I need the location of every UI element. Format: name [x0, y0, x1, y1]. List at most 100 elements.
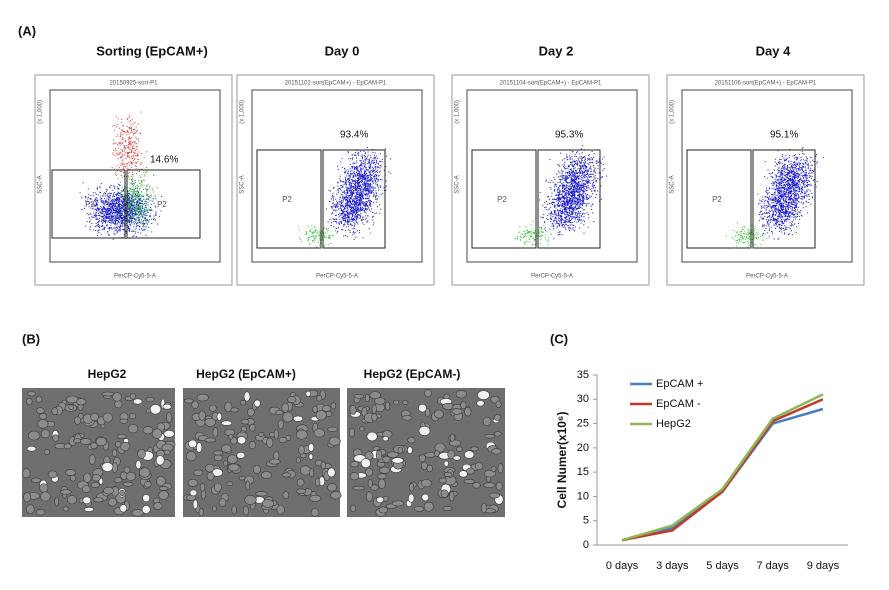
event-dot: [143, 213, 145, 215]
event-dot: [119, 167, 121, 169]
event-dot: [153, 191, 155, 193]
event-dot: [362, 202, 364, 204]
event-dot: [146, 171, 148, 173]
event-dot: [354, 165, 356, 167]
event-dot: [565, 209, 567, 210]
event-dot: [111, 210, 112, 212]
event-dot: [579, 227, 581, 229]
event-dot: [358, 214, 360, 215]
event-dot: [156, 187, 158, 189]
event-dot: [361, 160, 363, 162]
event-dot: [570, 223, 572, 225]
event-dot: [145, 219, 147, 221]
event-dot: [356, 165, 358, 167]
event-dot: [326, 231, 328, 233]
event-dot: [349, 206, 350, 208]
event-dot: [375, 181, 377, 183]
event-dot: [129, 200, 131, 202]
event-dot: [352, 214, 354, 216]
event-dot: [102, 224, 103, 226]
event-dot: [568, 219, 570, 221]
event-dot: [124, 150, 126, 152]
event-dot: [350, 208, 352, 210]
event-dot: [337, 169, 339, 171]
event-dot: [132, 218, 134, 219]
event-dot: [107, 203, 109, 204]
event-dot: [138, 185, 140, 187]
event-dot: [345, 178, 347, 180]
event-dot: [347, 187, 349, 189]
event-dot: [554, 205, 555, 207]
event-dot: [354, 168, 356, 170]
event-dot: [356, 201, 357, 203]
event-dot: [88, 214, 90, 216]
event-dot: [578, 192, 580, 194]
event-dot: [350, 200, 352, 202]
event-dot: [362, 200, 364, 202]
event-dot: [121, 203, 123, 205]
event-dot: [561, 178, 563, 180]
event-dot: [352, 234, 354, 236]
event-dot: [119, 213, 121, 215]
event-dot: [342, 216, 344, 218]
event-dot: [582, 166, 584, 168]
event-dot: [107, 201, 109, 203]
event-dot: [130, 158, 132, 160]
event-dot: [123, 203, 125, 205]
event-dot: [118, 216, 120, 218]
event-dot: [356, 169, 358, 171]
event-dot: [115, 217, 117, 219]
event-dot: [357, 198, 359, 200]
event-dot: [129, 141, 131, 143]
event-dot: [343, 217, 345, 219]
event-dot: [116, 192, 118, 194]
event-dot: [364, 166, 365, 167]
event-dot: [121, 163, 123, 165]
event-dot: [155, 206, 157, 208]
event-dot: [327, 229, 329, 231]
event-dot: [139, 203, 141, 204]
event-dot: [129, 187, 131, 189]
event-dot: [141, 228, 143, 230]
event-dot: [116, 215, 118, 217]
event-dot: [357, 185, 359, 186]
event-dot: [580, 156, 582, 157]
event-dot: [111, 220, 113, 222]
event-dot: [351, 180, 353, 182]
event-dot: [580, 163, 582, 165]
event-dot: [372, 212, 373, 214]
event-dot: [358, 197, 360, 199]
event-dot: [583, 196, 585, 198]
event-dot: [142, 229, 144, 231]
event-dot: [347, 195, 349, 197]
event-dot: [101, 200, 103, 202]
event-dot: [118, 205, 120, 207]
event-dot: [372, 180, 374, 182]
event-dot: [122, 130, 124, 132]
event-dot: [361, 174, 363, 176]
event-dot: [578, 200, 580, 202]
event-dot: [366, 221, 368, 223]
event-dot: [129, 215, 131, 217]
event-dot: [103, 217, 105, 219]
event-dot: [365, 163, 367, 165]
event-dot: [562, 192, 564, 194]
event-dot: [136, 192, 138, 194]
event-dot: [123, 222, 125, 224]
event-dot: [116, 149, 118, 151]
event-dot: [568, 191, 570, 193]
event-dot: [135, 126, 137, 128]
event-dot: [110, 215, 112, 217]
event-dot: [115, 152, 117, 154]
event-dot: [583, 232, 585, 234]
event-dot: [586, 159, 588, 161]
event-dot: [574, 186, 576, 187]
event-dot: [139, 216, 141, 218]
event-dot: [588, 158, 590, 160]
event-dot: [352, 165, 354, 167]
event-dot: [112, 199, 114, 201]
event-dot: [342, 225, 344, 227]
event-dot: [558, 225, 560, 227]
event-dot: [584, 171, 586, 173]
event-dot: [129, 115, 131, 117]
